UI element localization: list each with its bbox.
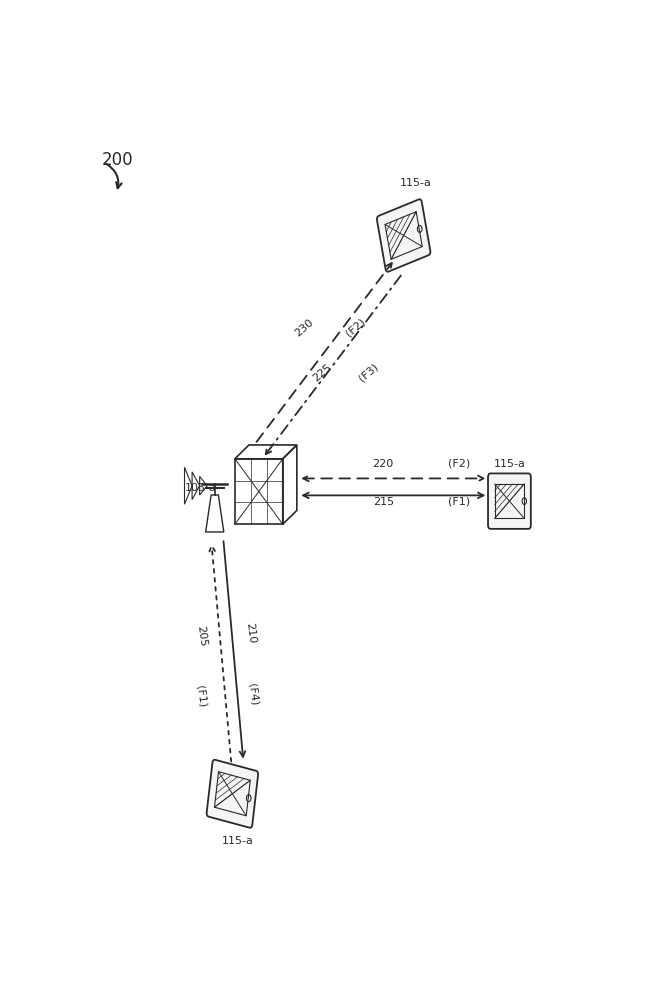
Text: 205: 205 xyxy=(195,625,207,647)
Text: 115-a: 115-a xyxy=(222,836,254,846)
Text: 115-a: 115-a xyxy=(493,459,525,469)
FancyBboxPatch shape xyxy=(488,473,531,529)
Text: (F1): (F1) xyxy=(448,497,470,507)
Text: 230: 230 xyxy=(293,317,316,338)
Text: (F1): (F1) xyxy=(195,685,207,708)
Bar xyxy=(385,212,422,259)
Text: (F2): (F2) xyxy=(448,459,470,469)
Text: (F3): (F3) xyxy=(356,361,380,383)
Text: 200: 200 xyxy=(101,151,133,169)
FancyBboxPatch shape xyxy=(377,199,430,272)
Bar xyxy=(495,484,524,518)
Text: 115-a: 115-a xyxy=(400,178,432,188)
Text: 105-a: 105-a xyxy=(185,483,216,493)
Text: 225: 225 xyxy=(311,362,334,383)
Text: 210: 210 xyxy=(244,622,257,644)
FancyBboxPatch shape xyxy=(207,760,258,828)
Text: (F2): (F2) xyxy=(343,316,367,338)
Text: (F4): (F4) xyxy=(247,683,260,706)
Bar xyxy=(214,772,250,816)
Text: 215: 215 xyxy=(372,497,394,507)
Text: 220: 220 xyxy=(372,459,394,469)
